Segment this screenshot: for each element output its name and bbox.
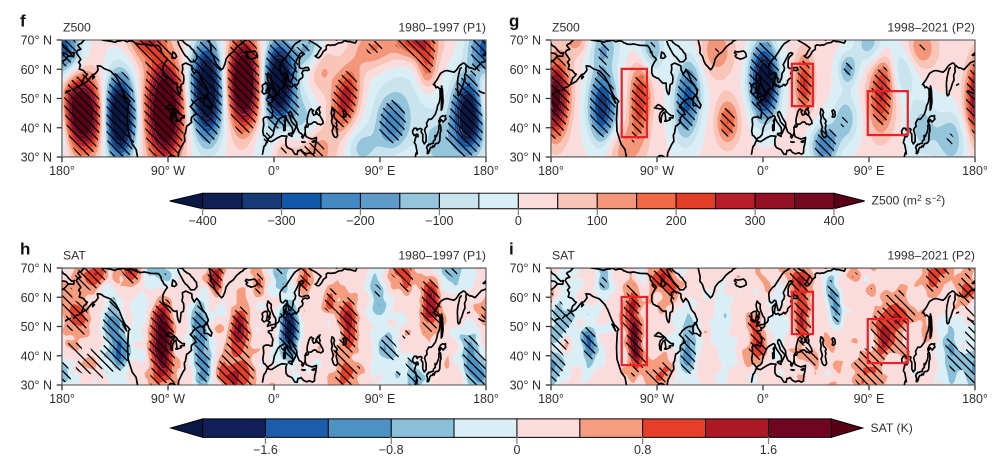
svg-text:70° N: 70° N bbox=[21, 262, 52, 276]
svg-text:50° N: 50° N bbox=[510, 320, 541, 334]
svg-text:h: h bbox=[20, 240, 30, 259]
svg-text:Z500: Z500 bbox=[552, 20, 580, 34]
svg-text:0°: 0° bbox=[757, 392, 769, 406]
svg-text:40° N: 40° N bbox=[510, 349, 541, 363]
svg-text:1998–2021 (P2): 1998–2021 (P2) bbox=[887, 248, 975, 262]
svg-text:90° W: 90° W bbox=[640, 392, 674, 406]
svg-text:0: 0 bbox=[515, 214, 522, 228]
svg-text:1998–2021 (P2): 1998–2021 (P2) bbox=[887, 20, 975, 34]
svg-text:400: 400 bbox=[824, 214, 845, 228]
svg-text:−200: −200 bbox=[346, 214, 374, 228]
svg-text:−100: −100 bbox=[425, 214, 453, 228]
svg-text:1980–1997 (P1): 1980–1997 (P1) bbox=[398, 248, 486, 262]
svg-text:−300: −300 bbox=[267, 214, 295, 228]
svg-text:180°: 180° bbox=[473, 164, 499, 178]
svg-text:Z500 (m: Z500 (m bbox=[871, 194, 917, 208]
svg-text:Z500: Z500 bbox=[63, 20, 91, 34]
svg-text:70° N: 70° N bbox=[510, 34, 541, 48]
svg-text:50° N: 50° N bbox=[21, 92, 52, 106]
svg-text:30° N: 30° N bbox=[510, 151, 541, 165]
svg-text:0: 0 bbox=[513, 443, 520, 457]
svg-text:90° W: 90° W bbox=[151, 392, 185, 406]
svg-text:180°: 180° bbox=[538, 164, 564, 178]
svg-text:180°: 180° bbox=[473, 392, 499, 406]
svg-text:i: i bbox=[509, 240, 514, 259]
svg-text:30° N: 30° N bbox=[21, 379, 52, 393]
svg-text:−1.6: −1.6 bbox=[253, 443, 278, 457]
svg-text:SAT (K): SAT (K) bbox=[871, 421, 913, 435]
svg-text:0°: 0° bbox=[757, 164, 769, 178]
svg-text:60° N: 60° N bbox=[21, 291, 52, 305]
svg-text:): ) bbox=[941, 194, 945, 208]
svg-text:s: s bbox=[922, 194, 932, 208]
svg-text:−2: −2 bbox=[931, 193, 941, 203]
svg-text:180°: 180° bbox=[49, 164, 75, 178]
svg-text:90° W: 90° W bbox=[640, 164, 674, 178]
svg-text:SAT: SAT bbox=[63, 248, 86, 262]
svg-text:1980–1997 (P1): 1980–1997 (P1) bbox=[398, 20, 486, 34]
svg-text:30° N: 30° N bbox=[21, 151, 52, 165]
svg-text:100: 100 bbox=[587, 214, 608, 228]
svg-text:30° N: 30° N bbox=[510, 379, 541, 393]
svg-text:f: f bbox=[20, 12, 26, 31]
svg-text:g: g bbox=[509, 12, 519, 31]
svg-text:70° N: 70° N bbox=[21, 34, 52, 48]
svg-text:0°: 0° bbox=[268, 392, 280, 406]
svg-text:90° E: 90° E bbox=[854, 164, 885, 178]
svg-text:90° E: 90° E bbox=[365, 392, 396, 406]
svg-text:40° N: 40° N bbox=[21, 349, 52, 363]
svg-text:SAT: SAT bbox=[552, 248, 575, 262]
svg-text:70° N: 70° N bbox=[510, 262, 541, 276]
svg-text:50° N: 50° N bbox=[21, 320, 52, 334]
svg-text:180°: 180° bbox=[962, 164, 988, 178]
svg-text:60° N: 60° N bbox=[21, 63, 52, 77]
svg-text:−400: −400 bbox=[189, 214, 217, 228]
svg-text:−0.8: −0.8 bbox=[379, 443, 404, 457]
svg-text:90° E: 90° E bbox=[365, 164, 396, 178]
svg-text:180°: 180° bbox=[538, 392, 564, 406]
svg-text:1.6: 1.6 bbox=[760, 443, 777, 457]
svg-text:60° N: 60° N bbox=[510, 63, 541, 77]
svg-text:0°: 0° bbox=[268, 164, 280, 178]
svg-text:90° E: 90° E bbox=[854, 392, 885, 406]
svg-text:40° N: 40° N bbox=[21, 121, 52, 135]
svg-text:200: 200 bbox=[666, 214, 687, 228]
svg-text:180°: 180° bbox=[962, 392, 988, 406]
svg-text:0.8: 0.8 bbox=[634, 443, 651, 457]
svg-text:90° W: 90° W bbox=[151, 164, 185, 178]
svg-text:180°: 180° bbox=[49, 392, 75, 406]
svg-text:40° N: 40° N bbox=[510, 121, 541, 135]
svg-text:300: 300 bbox=[745, 214, 766, 228]
svg-text:2: 2 bbox=[917, 193, 922, 203]
svg-text:60° N: 60° N bbox=[510, 291, 541, 305]
svg-text:50° N: 50° N bbox=[510, 92, 541, 106]
